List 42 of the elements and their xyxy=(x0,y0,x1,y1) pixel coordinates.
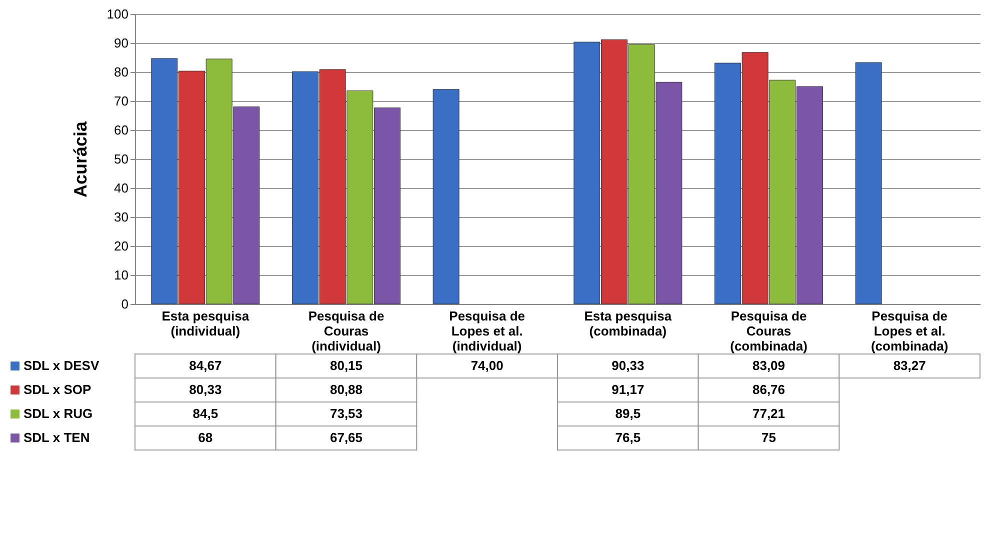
legend-label: SDL x TEN xyxy=(24,430,90,445)
data-label: 86,76 xyxy=(752,382,786,397)
y-tick-label: 0 xyxy=(121,296,128,312)
x-tick-label: Pesquisa de Lopes et al. (combinada) xyxy=(870,308,948,354)
y-tick-label: 10 xyxy=(114,268,128,282)
y-tick-label: 60 xyxy=(114,122,128,138)
y-tick-label: 50 xyxy=(114,152,128,166)
x-tick-label: Esta pesquisa (combinada) xyxy=(584,308,672,338)
data-label: 90,33 xyxy=(612,358,644,373)
y-tick-label: 20 xyxy=(114,238,128,254)
data-label: 75 xyxy=(762,430,776,445)
x-tick-label: Pesquisa de Lopes et al. (individual) xyxy=(449,308,526,354)
data-label: 80,15 xyxy=(330,358,363,373)
data-label: 73,53 xyxy=(330,406,363,421)
data-label: 76,5 xyxy=(615,430,641,445)
y-axis-title: Acurácia xyxy=(70,120,90,198)
y-tick-label: 90 xyxy=(114,36,128,50)
bar xyxy=(432,89,460,304)
data-label: 84,67 xyxy=(189,358,222,373)
data-label: 68 xyxy=(198,430,213,445)
data-label: 83,27 xyxy=(893,358,926,373)
data-label: 84,5 xyxy=(192,406,218,421)
x-tick-label: Pesquisa de Couras (individual) xyxy=(308,308,384,354)
x-tick-label: Esta pesquisa (individual) xyxy=(162,308,250,338)
bar xyxy=(855,62,882,304)
x-tick-label: Pesquisa de Couras (combinada) xyxy=(730,308,808,354)
data-label: 89,5 xyxy=(615,406,641,421)
data-label: 91,17 xyxy=(612,382,644,397)
y-tick-label: 30 xyxy=(114,210,128,224)
data-label: 80,88 xyxy=(330,382,363,397)
data-label: 83,09 xyxy=(752,358,786,373)
legend-label: SDL x SOP xyxy=(24,382,92,397)
y-tick-label: 70 xyxy=(114,94,128,108)
legend-label: SDL x DESV xyxy=(24,358,100,373)
data-label: 80,33 xyxy=(189,382,222,397)
data-label: 67,65 xyxy=(330,430,363,445)
y-tick-label: 40 xyxy=(114,180,128,196)
y-tick-label: 80 xyxy=(114,64,128,80)
data-label: 74,00 xyxy=(470,358,504,373)
y-tick-label: 100 xyxy=(106,6,128,22)
data-label: 77,21 xyxy=(752,406,786,421)
legend-label: SDL x RUG xyxy=(24,406,93,421)
